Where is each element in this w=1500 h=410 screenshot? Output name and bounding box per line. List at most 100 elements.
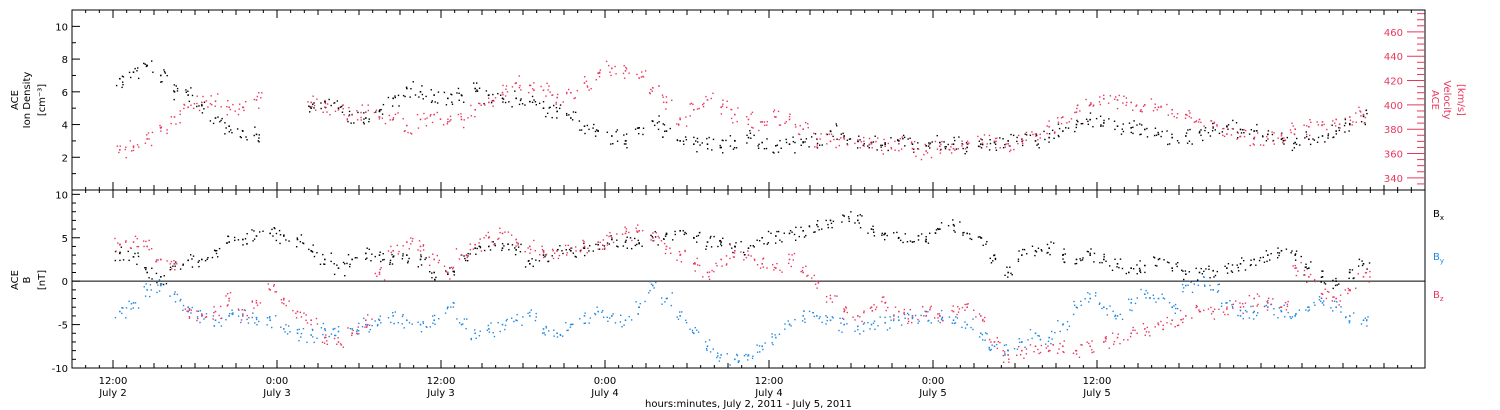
velocity-point (146, 138, 148, 140)
date-tick-label: July 3 (426, 388, 455, 399)
by-point (1253, 310, 1255, 313)
bz-point (173, 263, 176, 265)
velocity-point (474, 108, 476, 111)
time-tick-label: 12:00 (427, 376, 456, 387)
bz-point (1267, 302, 1269, 304)
density-point (925, 145, 927, 147)
bz-point (310, 319, 312, 322)
density-point (775, 145, 777, 147)
bz-point (351, 332, 353, 335)
bz-point (488, 236, 490, 239)
velocity-point (488, 101, 490, 104)
by-point (1226, 302, 1228, 304)
bz-point (1130, 332, 1132, 335)
density-point (515, 97, 517, 100)
bx-point (952, 223, 955, 226)
bz-point (556, 249, 558, 252)
field-component-legend: Bx By Bz (1433, 209, 1444, 303)
field-axis-label-quantity: B (22, 276, 33, 283)
bz-point (1021, 349, 1023, 352)
bz-point (324, 336, 326, 339)
bz-point (501, 232, 504, 235)
bz-point (1349, 289, 1351, 291)
by-point (214, 319, 217, 322)
by-point (542, 328, 545, 330)
velocity-point (597, 72, 599, 75)
bx-point (911, 241, 914, 243)
velocity-point (1226, 133, 1228, 135)
bx-point (1103, 258, 1105, 261)
density-tick-label: 2 (62, 153, 68, 164)
bz-point (1007, 354, 1009, 356)
by-point (474, 332, 476, 335)
bz-point (570, 247, 572, 249)
bx-point (980, 236, 982, 239)
bz-point (1362, 276, 1365, 278)
bx-point (474, 247, 476, 249)
velocity-axis-label-quantity: Velocity (1441, 80, 1452, 119)
density-point (884, 143, 886, 145)
bottom-panel-frame (71, 189, 1426, 369)
velocity-point (802, 128, 804, 130)
density-point (1007, 140, 1009, 142)
density-tick-label: 10 (55, 22, 68, 33)
bz-point (952, 310, 955, 313)
density-point (201, 104, 203, 106)
velocity-point (1294, 128, 1296, 130)
bz-point (1157, 323, 1160, 326)
by-point (460, 323, 463, 326)
bx-point (993, 254, 996, 256)
by-point (1349, 315, 1351, 317)
date-tick-label: July 2 (98, 388, 127, 399)
density-point (570, 117, 572, 119)
bx-point (624, 241, 627, 243)
date-tick-label: July 5 (918, 388, 947, 399)
density-point (693, 143, 695, 145)
by-point (146, 289, 148, 291)
by-point (296, 332, 299, 335)
bz-point (529, 245, 531, 248)
bz-point (228, 297, 230, 300)
density-point (1157, 133, 1160, 136)
by-point (775, 336, 777, 339)
bz-point (542, 249, 545, 252)
velocity-point (255, 99, 258, 101)
velocity-point (1089, 104, 1091, 106)
bx-point (228, 241, 230, 243)
density-point (911, 143, 914, 145)
bx-point (570, 249, 572, 252)
density-point (310, 107, 312, 109)
bx-point (1212, 269, 1214, 272)
bz-point (1308, 276, 1310, 278)
bz-point (242, 313, 244, 315)
bz-point (378, 271, 381, 274)
bz-point (132, 241, 135, 243)
by-point (269, 319, 271, 322)
by-point (980, 332, 982, 335)
density-point (214, 117, 217, 119)
velocity-point (1116, 99, 1119, 101)
by-point (419, 323, 422, 326)
time-tick-label: 12:00 (1083, 376, 1112, 387)
density-point (365, 117, 367, 119)
velocity-point (324, 106, 326, 109)
bx-point (665, 232, 668, 235)
velocity-point (132, 145, 135, 148)
date-tick-label: July 5 (1082, 388, 1111, 399)
density-point (1075, 123, 1078, 126)
velocity-point (119, 149, 121, 151)
field-tick-label: -10 (52, 364, 68, 375)
bz-point (1062, 345, 1064, 348)
time-tick-label: 0:00 (266, 376, 288, 387)
bx-point (365, 252, 367, 255)
density-point (1034, 140, 1037, 142)
bz-point (802, 271, 804, 274)
bx-point (816, 223, 818, 226)
by-point (1294, 315, 1296, 317)
by-point (255, 316, 258, 319)
by-point (187, 306, 189, 309)
by-point (1280, 310, 1283, 313)
density-point (1116, 125, 1119, 127)
velocity-point (1021, 138, 1023, 140)
bx-point (706, 241, 709, 243)
